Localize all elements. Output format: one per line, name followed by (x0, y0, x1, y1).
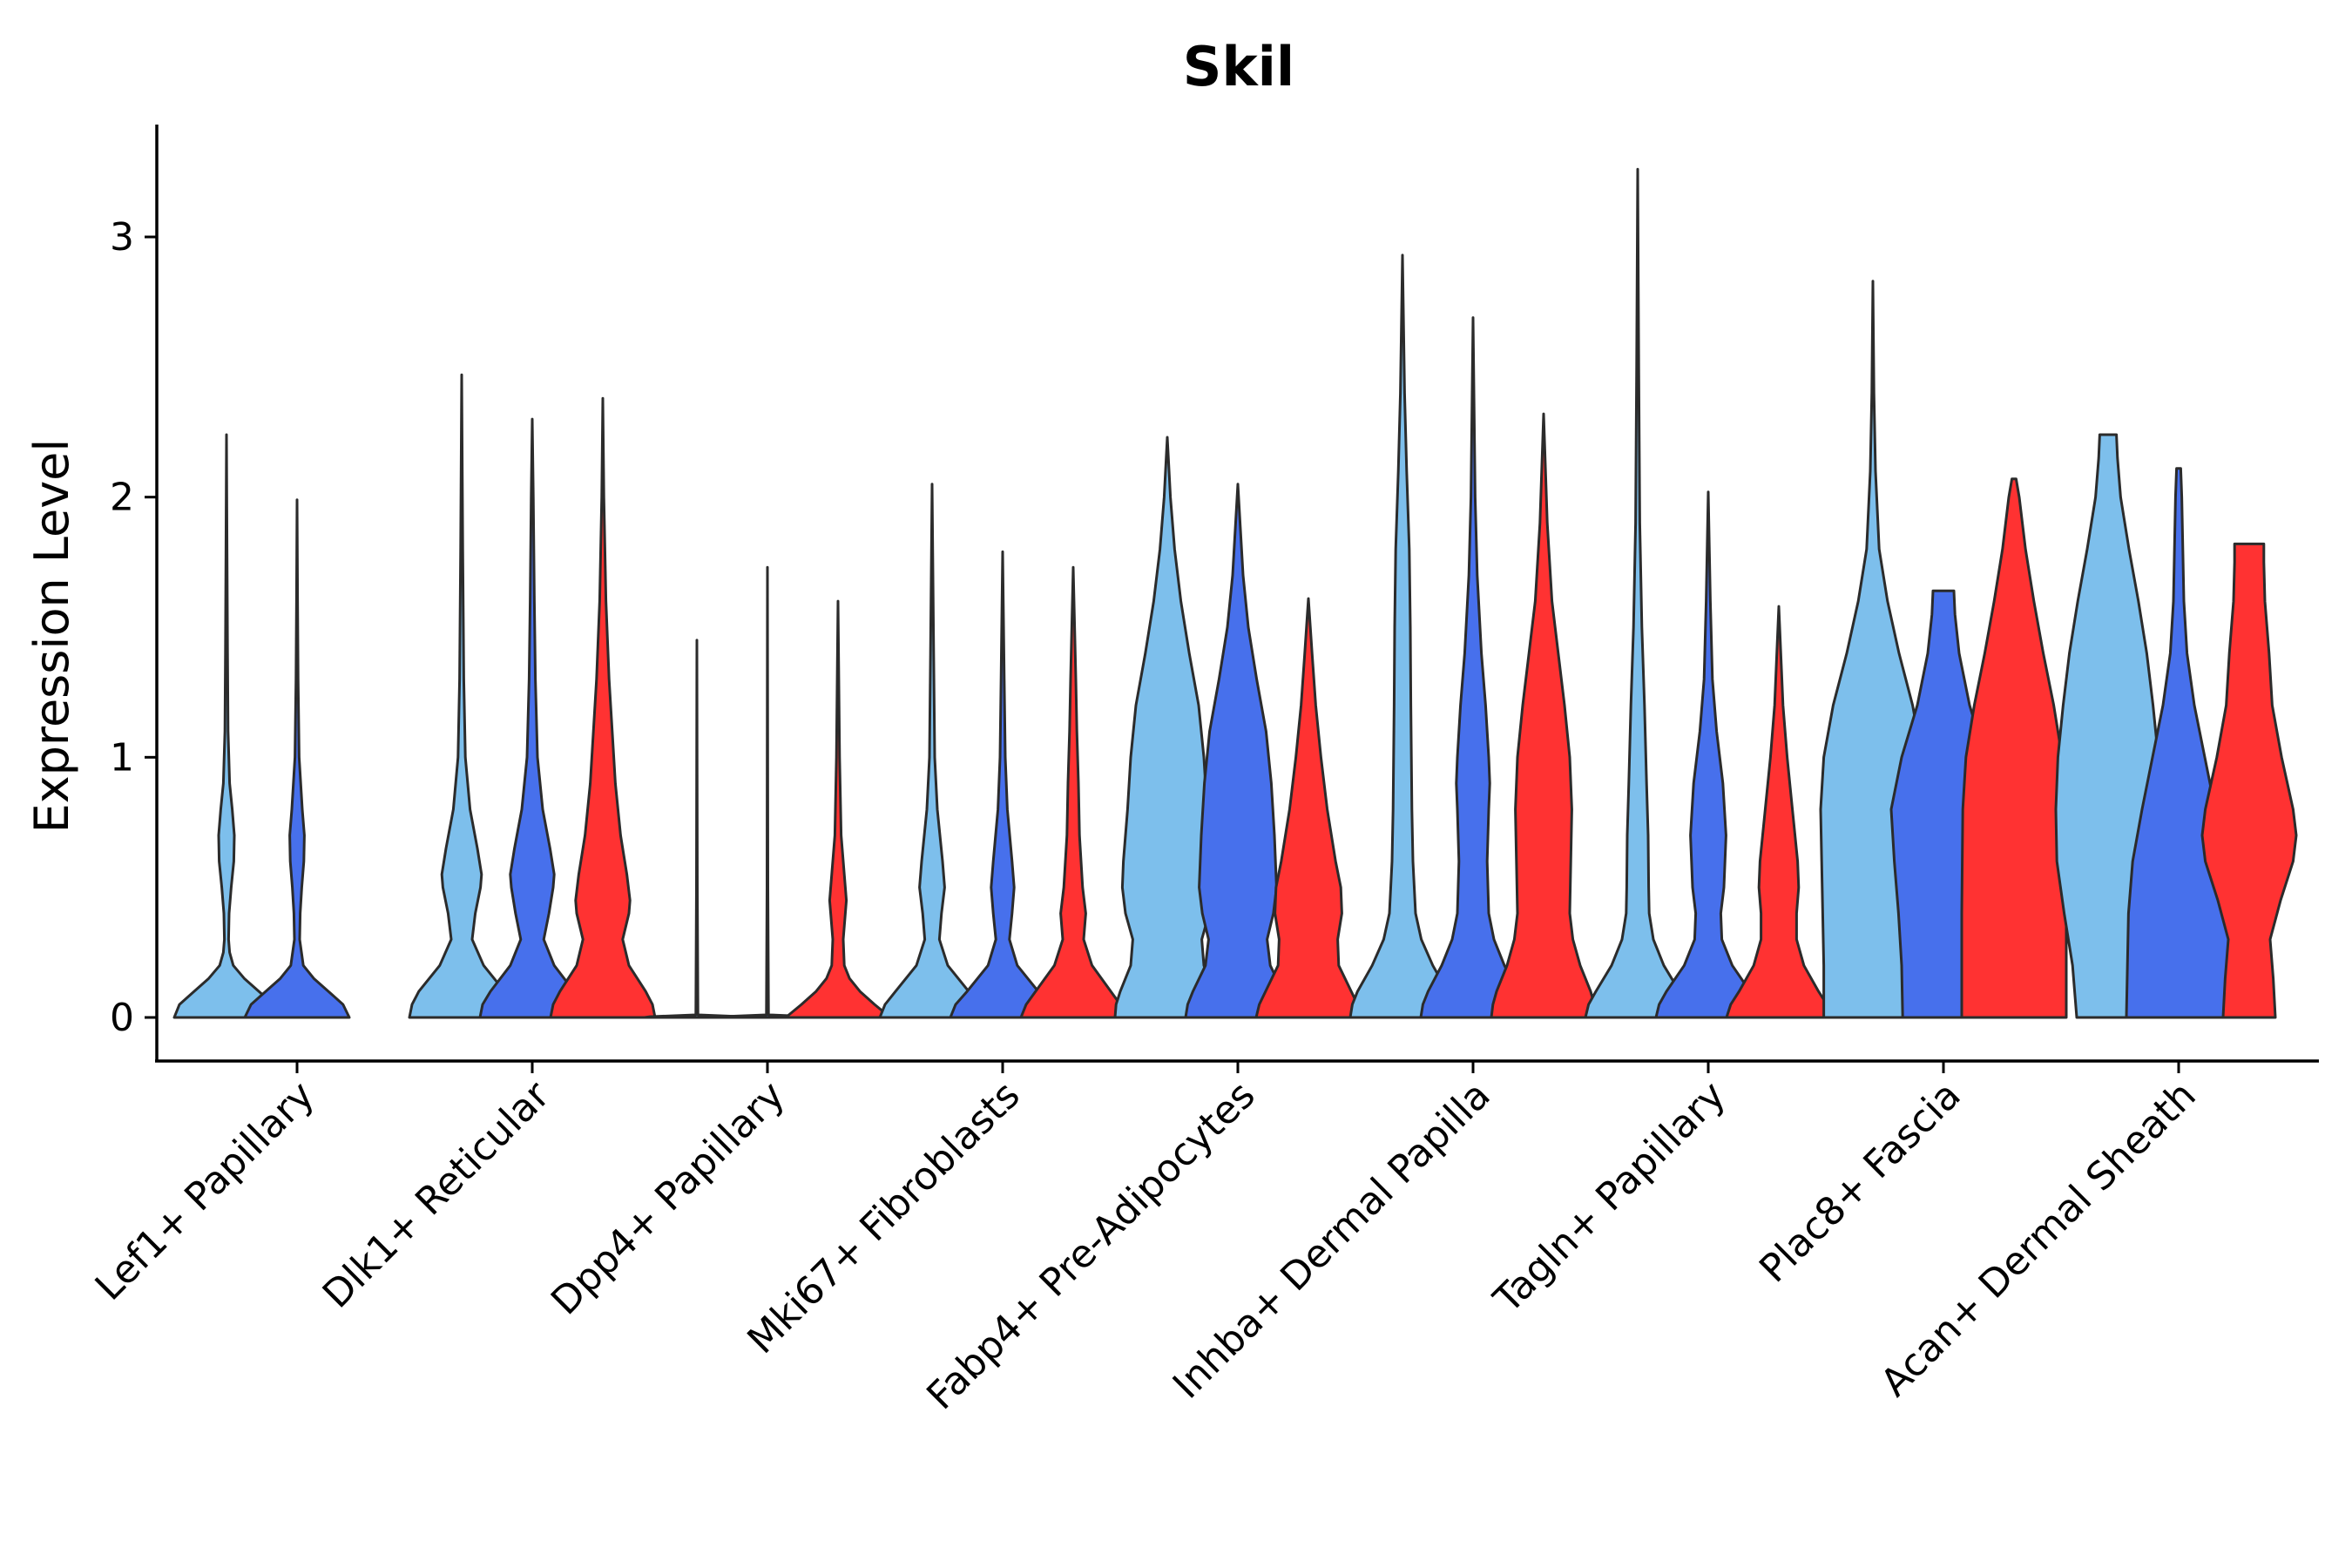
y-tick-label: 1 (110, 735, 134, 780)
x-tick-label-dpp4-papillary: Dpp4+ Papillary (543, 1073, 794, 1324)
violin-inhba-dermal-papilla-group-1 (1348, 253, 1456, 1019)
violin-inhba-dermal-papilla-group-2 (1419, 316, 1527, 1019)
violin-dlk1-reticular-group-1 (408, 373, 516, 1019)
violin-plac8-fascia-group-3 (1960, 477, 2068, 1019)
violin-tagln-papillary-group-2 (1654, 490, 1762, 1019)
violin-lef1-papillary-group-2 (243, 498, 351, 1019)
x-tick-label-tagln-papillary: Tagln+ Papillary (1485, 1073, 1734, 1322)
violin-dlk1-reticular-group-3 (549, 396, 657, 1019)
violins-layer (172, 167, 2298, 1019)
violin-acan-dermal-sheath-group-3 (2200, 542, 2298, 1019)
violin-fabp4-pre-adipocytes-group-1 (1113, 436, 1221, 1019)
violin-dpp4-papillary-group-3 (784, 599, 892, 1019)
violin-lef1-papillary-group-1 (172, 433, 280, 1019)
violin-tagln-papillary-group-3 (1725, 605, 1833, 1019)
x-tick-label-plac8-fascia: Plac8+ Fascia (1751, 1073, 1970, 1292)
violin-dpp4-papillary-group-1 (643, 639, 751, 1019)
y-ticks: 0 1 2 3 (110, 215, 157, 1040)
violin-fabp4-pre-adipocytes-group-2 (1184, 483, 1292, 1019)
x-tick-label-dlk1-reticular: Dlk1+ Reticular (314, 1072, 559, 1317)
violin-dpp4-papillary-group-2 (713, 565, 821, 1019)
chart-title: Skil (1183, 35, 1294, 98)
y-tick-label: 0 (110, 996, 134, 1040)
violin-mki67-fibroblasts-group-2 (949, 550, 1057, 1019)
violin-tagln-papillary-group-1 (1584, 167, 1692, 1019)
violin-mki67-fibroblasts-group-3 (1019, 565, 1127, 1019)
violin-inhba-dermal-papilla-group-3 (1490, 412, 1598, 1019)
y-tick-label: 2 (110, 476, 134, 520)
violin-fabp4-pre-adipocytes-group-3 (1254, 597, 1362, 1019)
violin-dlk1-reticular-group-2 (478, 417, 586, 1019)
y-axis-title: Expression Level (24, 439, 79, 834)
x-tick-label-lef1-papillary: Lef1+ Papillary (87, 1073, 323, 1309)
y-tick-label: 3 (110, 215, 134, 260)
violin-mki67-fibroblasts-group-1 (878, 483, 986, 1019)
